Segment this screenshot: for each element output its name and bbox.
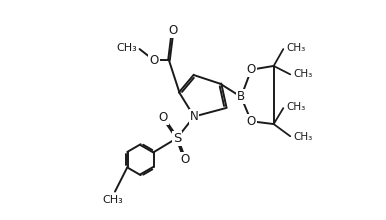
- Text: O: O: [159, 111, 168, 124]
- Text: O: O: [180, 153, 190, 166]
- Text: CH₃: CH₃: [293, 132, 313, 142]
- Text: CH₃: CH₃: [117, 43, 137, 53]
- Text: N: N: [190, 110, 198, 123]
- Text: S: S: [173, 132, 181, 145]
- Text: CH₃: CH₃: [286, 43, 306, 53]
- Text: CH₃: CH₃: [103, 195, 123, 205]
- Text: O: O: [168, 24, 177, 37]
- Text: CH₃: CH₃: [293, 69, 313, 79]
- Text: CH₃: CH₃: [286, 102, 306, 112]
- Text: O: O: [247, 115, 256, 128]
- Text: O: O: [247, 63, 256, 76]
- Text: B: B: [237, 90, 245, 103]
- Text: O: O: [149, 54, 159, 67]
